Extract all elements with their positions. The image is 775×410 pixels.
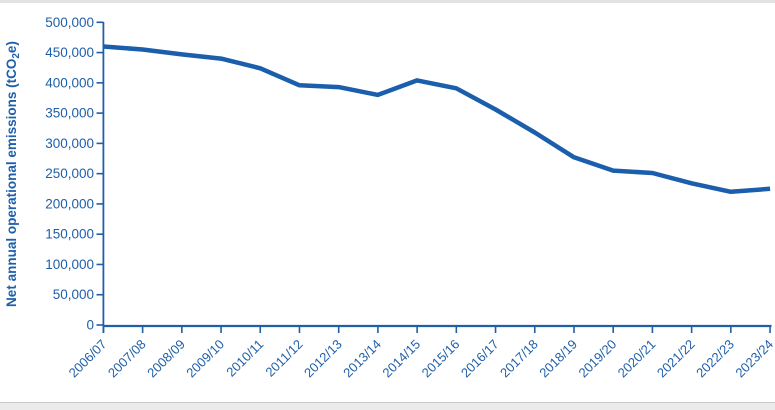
y-tick-label: 250,000: [45, 166, 94, 181]
y-tick-label: 100,000: [45, 257, 94, 272]
y-tick-label: 0: [86, 318, 94, 333]
x-tick-label: 2008/09: [144, 337, 188, 381]
x-tick-label: 2012/13: [301, 337, 345, 381]
x-tick-label: 2018/19: [536, 337, 580, 381]
x-tick-label: 2022/23: [693, 337, 737, 381]
x-tick-label: 2014/15: [379, 337, 423, 381]
x-tick-label: 2015/16: [419, 337, 463, 381]
x-tick-label: 2009/10: [183, 337, 227, 381]
x-tick-label: 2010/11: [223, 337, 266, 380]
y-tick-label: 450,000: [45, 45, 94, 60]
y-tick-label: 350,000: [45, 106, 94, 121]
y-tick-label: 400,000: [45, 75, 94, 90]
window-bottom-border: [0, 402, 775, 410]
x-tick-label: 2020/21: [615, 337, 659, 381]
x-tick-label: 2023/24: [732, 337, 775, 381]
y-tick-label: 200,000: [45, 196, 94, 211]
y-tick-label: 300,000: [45, 136, 94, 151]
window-top-border: [0, 0, 775, 3]
x-tick-label: 2016/17: [458, 337, 502, 381]
x-tick-label: 2011/12: [262, 337, 305, 380]
y-tick-label: 50,000: [53, 287, 94, 302]
y-tick-label: 150,000: [45, 227, 94, 242]
x-tick-label: 2007/08: [105, 337, 149, 381]
x-tick-label: 2021/22: [654, 337, 698, 381]
x-tick-label: 2019/20: [575, 337, 619, 381]
x-tick-label: 2013/14: [340, 337, 384, 381]
x-tick-label: 2017/18: [497, 337, 541, 381]
y-axis-title: Net annual operational emissions (tCO2e): [4, 41, 22, 307]
emissions-series-line: [103, 44, 771, 195]
x-tick-label: 2006/07: [66, 337, 110, 381]
y-tick-label: 500,000: [45, 15, 94, 30]
